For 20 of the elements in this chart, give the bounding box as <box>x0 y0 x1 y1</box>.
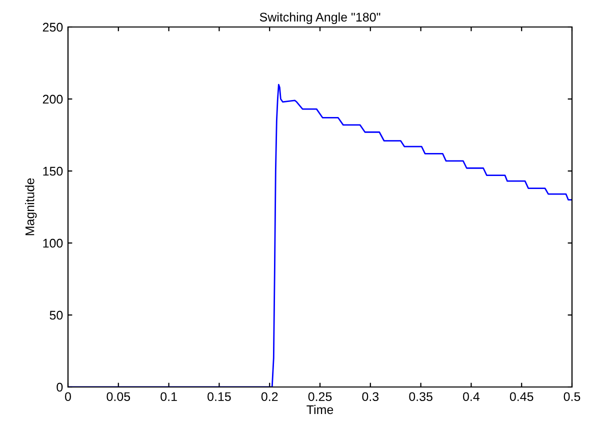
y-tick-label: 100 <box>43 238 63 248</box>
x-tick-label: 0.35 <box>409 392 432 402</box>
y-tick-label: 0 <box>56 382 63 392</box>
chart-title: Switching Angle "180" <box>260 12 380 24</box>
x-tick-label: 0.1 <box>160 392 177 402</box>
y-axis-title: Magnitude <box>25 178 37 236</box>
y-tick-label: 150 <box>43 166 63 176</box>
y-tick-label: 50 <box>50 310 63 320</box>
y-tick-label: 200 <box>42 94 63 104</box>
x-tick-label: 0.45 <box>510 392 534 402</box>
y-tick-label: 250 <box>42 22 63 32</box>
x-tick-label: 0.3 <box>362 392 379 402</box>
x-axis-title: Time <box>306 404 334 414</box>
x-tick-label: 0.2 <box>261 392 278 402</box>
x-tick-label: 0.25 <box>308 392 332 402</box>
x-tick-label: 0.4 <box>463 392 480 402</box>
x-tick-label: 0.15 <box>208 392 231 402</box>
x-tick-label: 0.5 <box>564 392 580 402</box>
x-tick-label: 0.05 <box>106 392 130 402</box>
x-tick-label: 0 <box>65 392 71 402</box>
